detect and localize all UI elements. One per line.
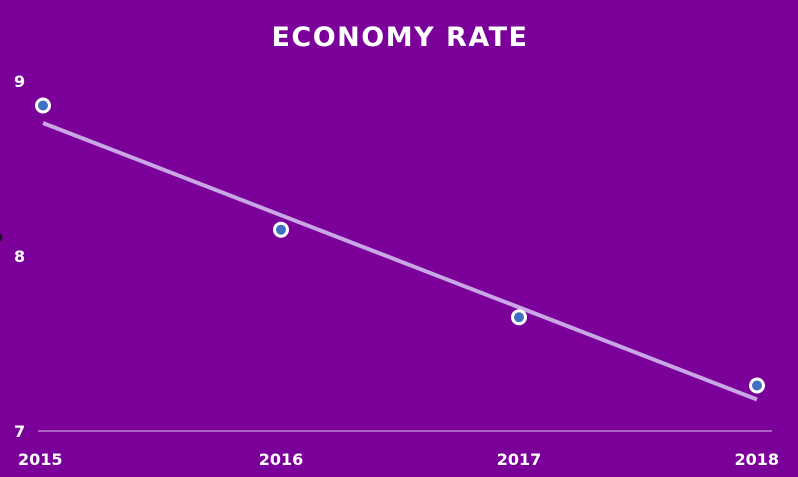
x-axis-ticks: 2015 2016 2017 2018 (18, 450, 779, 469)
data-point (511, 309, 527, 326)
data-point (273, 221, 289, 238)
data-point (35, 97, 51, 114)
edge-mark (0, 234, 2, 241)
x-tick-label: 2015 (18, 450, 63, 469)
y-tick-label: 7 (14, 422, 25, 441)
y-axis-ticks: 9 8 7 (14, 72, 25, 441)
y-tick-label: 9 (14, 72, 25, 91)
data-point (749, 377, 765, 394)
y-tick-label: 8 (14, 247, 25, 266)
x-tick-label: 2018 (734, 450, 779, 469)
x-tick-label: 2016 (259, 450, 304, 469)
chart-title: ECONOMY RATE (271, 22, 528, 53)
data-points (35, 97, 765, 394)
x-tick-label: 2017 (497, 450, 542, 469)
trendline (42, 121, 758, 402)
